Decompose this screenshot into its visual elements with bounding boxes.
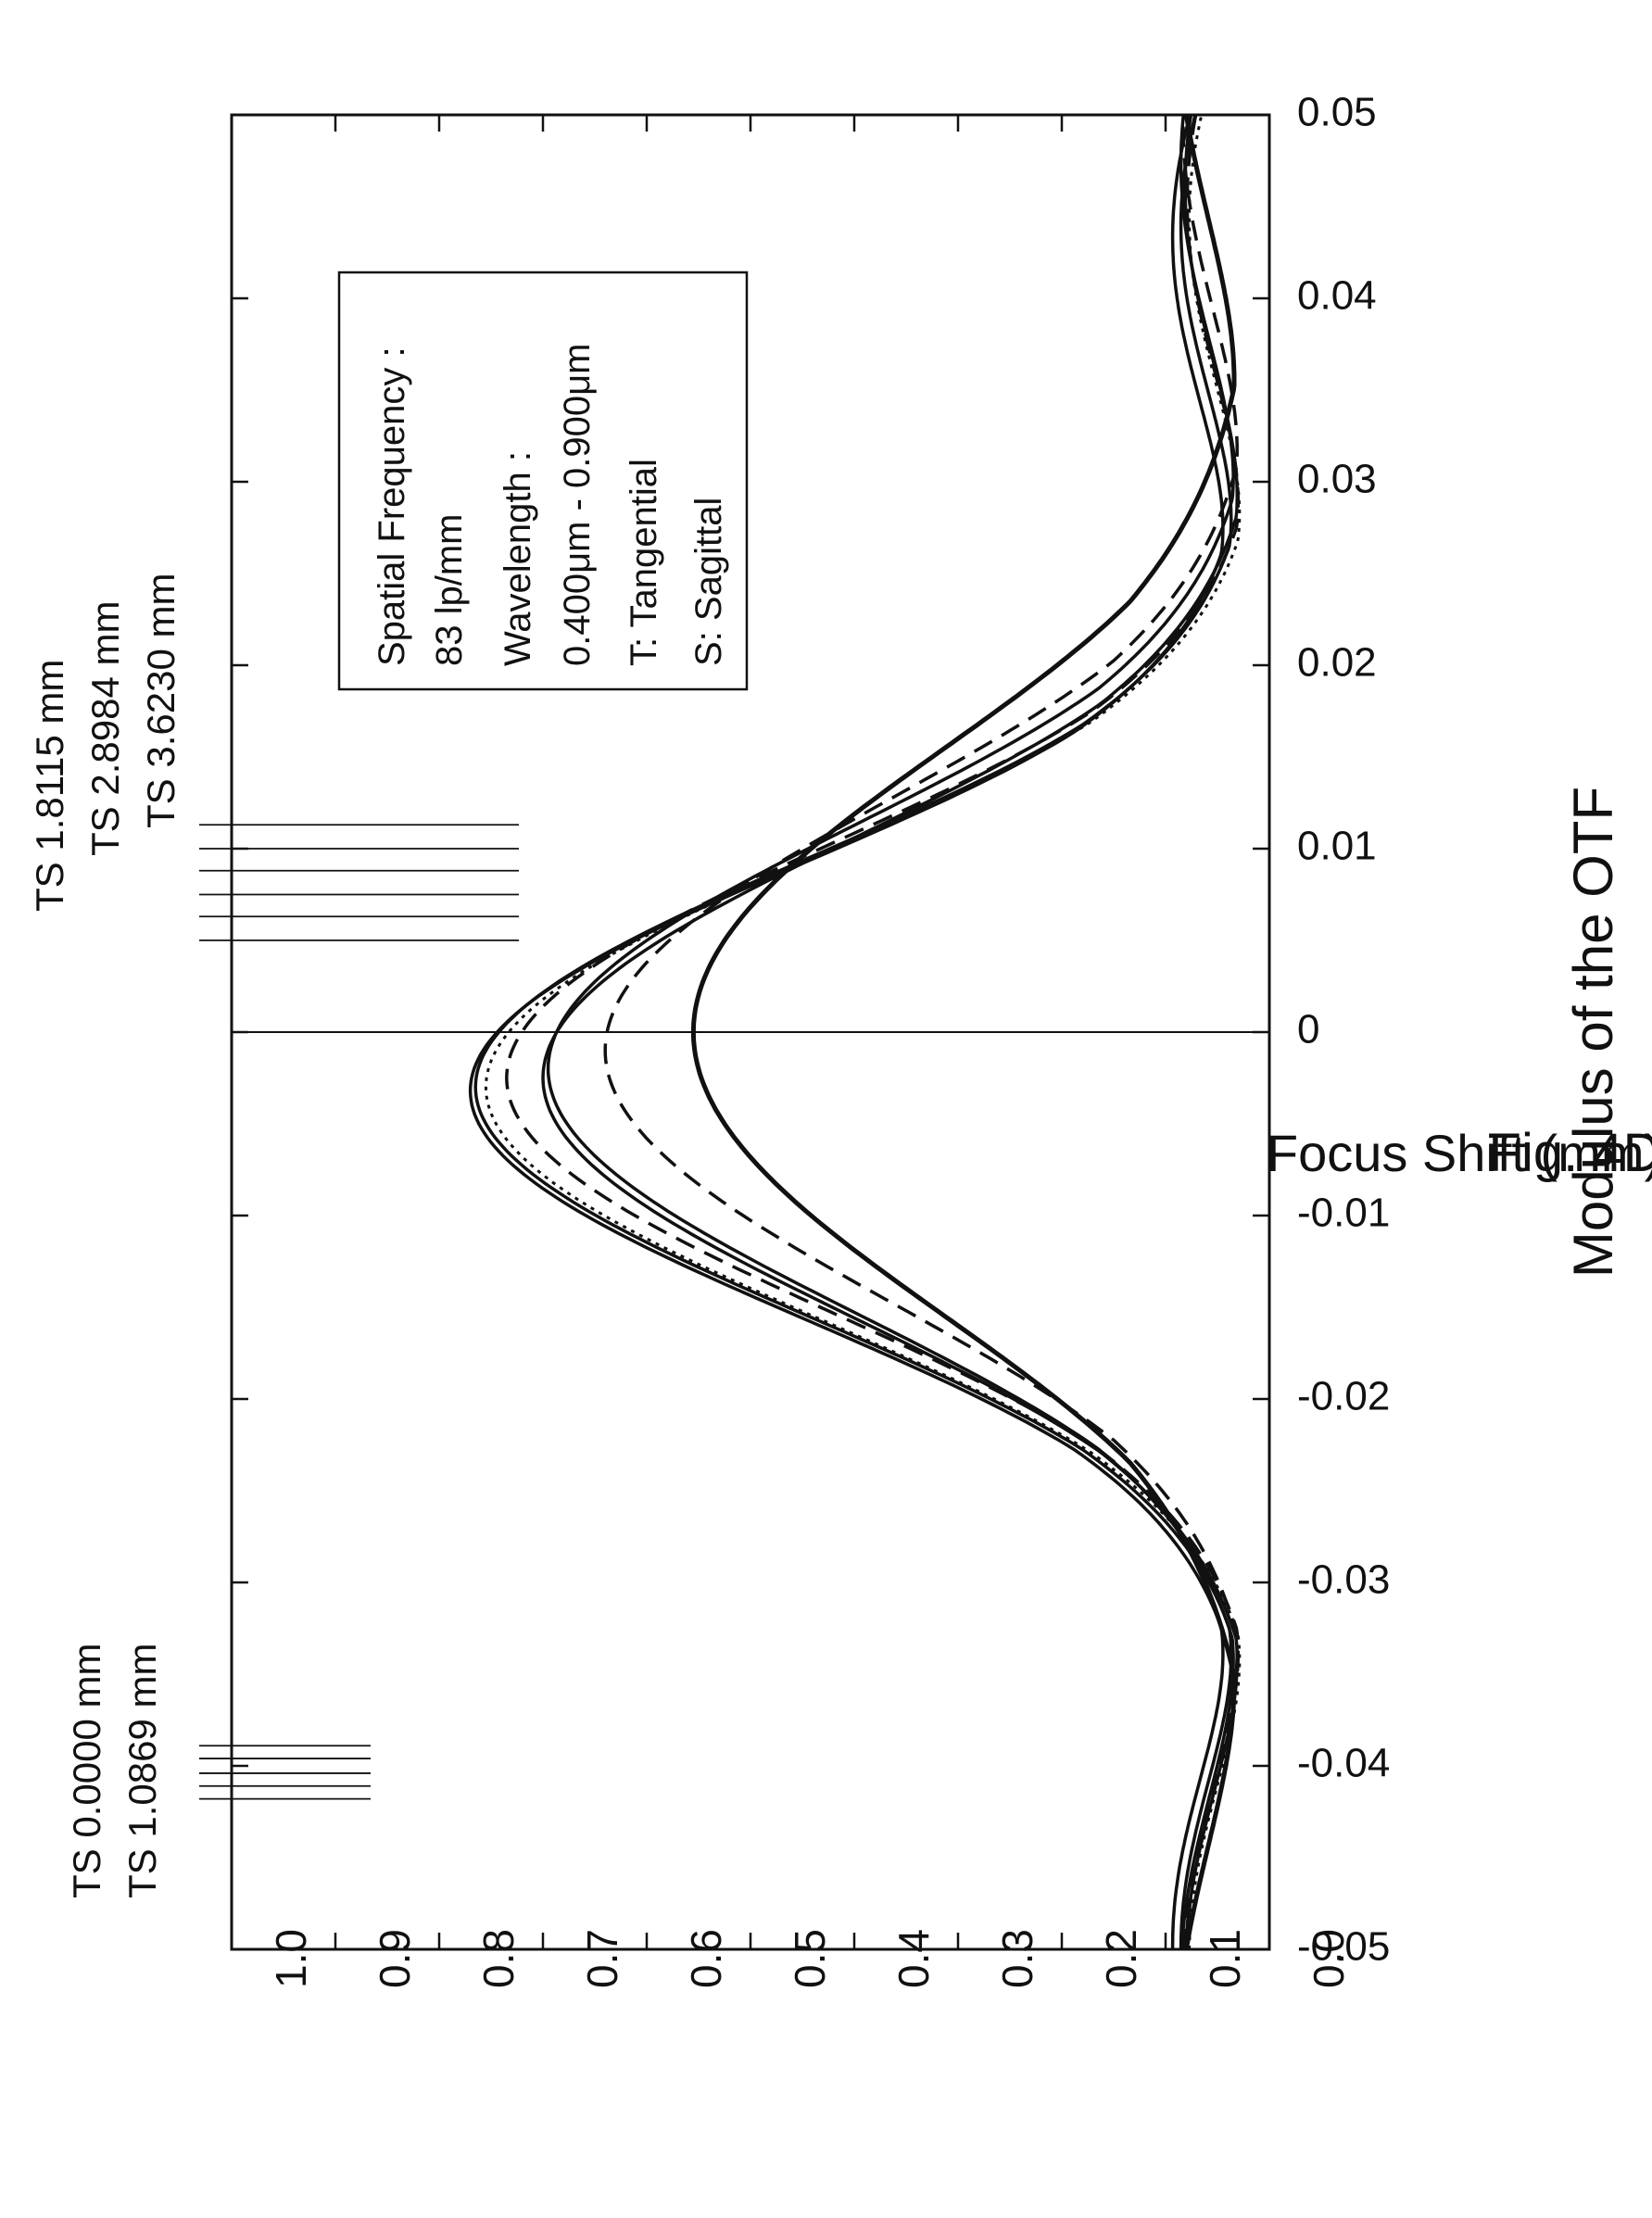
y-tick-label: 0.3 xyxy=(993,1929,1041,1988)
y-axis-label: Modulus of the OTF xyxy=(1562,787,1624,1278)
field-label: TS 2.8984 mm xyxy=(83,601,127,856)
x-tick-label: 0.04 xyxy=(1297,273,1377,319)
legend-box xyxy=(337,271,749,691)
y-tick-label: 0.9 xyxy=(371,1929,419,1988)
legend-line: Spatial Frequency : xyxy=(372,347,412,666)
x-tick-label: 0.03 xyxy=(1297,457,1377,502)
x-axis-label: Focus Shift (mm) xyxy=(1267,1124,1652,1182)
legend-line: S: Sagittal xyxy=(688,498,729,666)
x-tick-label: -0.02 xyxy=(1297,1374,1390,1419)
otf-curve xyxy=(484,114,1242,1950)
x-tick-label: 0.01 xyxy=(1297,824,1377,869)
y-tick-label: 0.1 xyxy=(1201,1929,1249,1988)
y-tick-label: 0.6 xyxy=(682,1929,730,1988)
legend-line: T: Tangential xyxy=(624,459,664,666)
otf-curve xyxy=(468,114,1225,1950)
y-tick-label: 0.0 xyxy=(1305,1929,1353,1988)
x-tick-label: -0.05 xyxy=(1297,1924,1390,1970)
y-tick-label: 0.7 xyxy=(578,1929,626,1988)
y-tick-label: 0.4 xyxy=(889,1929,938,1988)
legend-line: Wavelength : xyxy=(498,451,538,666)
field-label: TS 0.0000 mm xyxy=(65,1644,108,1898)
y-tick-label: 0.5 xyxy=(786,1929,834,1988)
x-tick-label: -0.03 xyxy=(1297,1557,1390,1603)
field-label: TS 1.8115 mm xyxy=(28,660,71,912)
otf-curve xyxy=(603,115,1239,1950)
x-tick-label: -0.04 xyxy=(1297,1741,1390,1786)
legend-line: 0.400μm - 0.900μm xyxy=(557,344,598,666)
y-tick-label: 0.2 xyxy=(1097,1929,1145,1988)
legend-line: 83 lp/mm xyxy=(429,514,470,667)
y-tick-label: 0.8 xyxy=(474,1929,523,1988)
field-label: TS 3.6230 mm xyxy=(139,573,183,828)
y-tick-label: 1.0 xyxy=(267,1929,315,1988)
x-tick-label: 0.02 xyxy=(1297,640,1377,686)
figure-label: Fig. 4D xyxy=(1489,1123,1652,1183)
otf-curve xyxy=(541,114,1240,1950)
x-tick-label: -0.01 xyxy=(1297,1191,1390,1236)
legend: Spatial Frequency : 83 lp/mm Wavelength … xyxy=(337,271,749,691)
x-tick-label: 0.05 xyxy=(1297,90,1377,135)
x-tick-label: 0 xyxy=(1297,1007,1319,1052)
field-label: TS 1.0869 mm xyxy=(120,1644,164,1898)
